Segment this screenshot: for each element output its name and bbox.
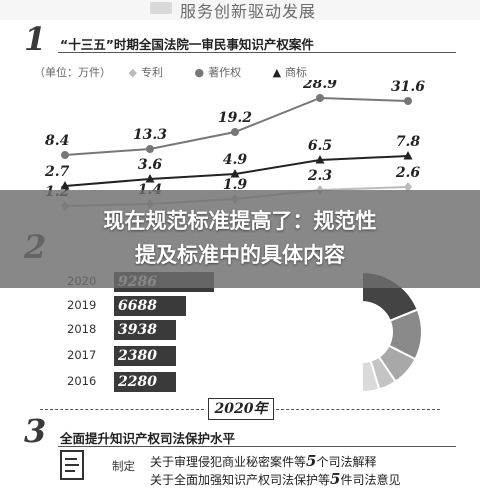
legend-item-copyright: ● 著作权	[194, 66, 255, 79]
law-line-1-pre: 关于审理侵犯商业秘密案件等	[150, 455, 307, 469]
data-label-2-2: 1.9	[223, 177, 248, 193]
overlay-line-1: 现在规范标准提高了：规范性	[103, 209, 377, 233]
bar: 2280	[114, 372, 176, 392]
data-label-1-1: 3.6	[138, 157, 163, 173]
data-point-0-2	[231, 128, 239, 136]
overlay-line-2: 提及标准中的具体内容	[135, 243, 345, 267]
section-1-title: “十三五”时期全国法院一审民事知识产权案件	[60, 37, 314, 52]
data-point-1-2	[230, 169, 240, 178]
legend-label-trademark: 商标	[285, 66, 308, 79]
ring-slice-4	[361, 359, 381, 392]
circle-marker-icon: ●	[194, 66, 205, 79]
law-label: 制定	[112, 459, 135, 473]
legend-item-trademark: ▲ 商标	[273, 66, 321, 79]
dashed-divider-right	[276, 409, 440, 410]
legend-label-copyright: 著作权	[208, 66, 242, 79]
legend-item-patent: ◆ 专利	[129, 66, 177, 79]
document-icon	[60, 450, 84, 480]
section-3-number: 3	[24, 412, 47, 450]
data-label-0-1: 13.3	[133, 127, 167, 143]
bar: 3938	[114, 320, 176, 340]
data-label-1-4: 7.8	[396, 134, 421, 150]
law-line-1: 关于审理侵犯商业秘密案件等5个司法解释	[150, 452, 376, 470]
data-label-0-0: 8.4	[45, 133, 69, 149]
data-point-0-4	[404, 97, 412, 105]
data-label-0-3: 28.9	[302, 80, 337, 92]
data-point-0-0	[61, 151, 69, 159]
dashed-divider-left	[40, 409, 204, 410]
header-title: 服务创新驱动发展	[180, 2, 317, 21]
data-label-0-2: 19.2	[218, 110, 252, 126]
data-point-0-3	[316, 94, 324, 102]
law-line-1-post: 个司法解释	[316, 455, 377, 469]
bar-category-label: 2018	[67, 322, 97, 336]
law-line-2-num: 5	[330, 470, 341, 488]
law-line-1-num: 5	[306, 452, 317, 470]
data-point-1-0	[60, 181, 70, 190]
data-point-0-1	[146, 145, 154, 153]
series-line-0	[64, 96, 409, 156]
law-line-2-post: 件司法意见	[340, 473, 401, 487]
diamond-marker-icon: ◆	[128, 66, 137, 79]
data-label-1-2: 4.9	[223, 152, 248, 168]
section-3-rule	[58, 446, 456, 447]
bar-category-label: 2017	[67, 348, 97, 362]
caption-overlay: 现在规范标准提高了：规范性 提及标准中的具体内容	[0, 190, 480, 288]
ring-chart	[361, 272, 423, 392]
line-chart: 8.413.319.228.931.62.73.64.96.57.81.21.4…	[44, 80, 425, 211]
data-label-1-3: 6.5	[308, 138, 332, 154]
data-point-2-4	[404, 182, 412, 192]
data-point-1-4	[403, 151, 413, 160]
bar-category-label: 2016	[67, 374, 97, 388]
section-1-rule	[58, 52, 456, 53]
law-line-2-pre: 关于全面加强知识产权司法保护等	[150, 473, 331, 487]
legend-label-patent: 专利	[140, 66, 163, 79]
blurred-logo	[150, 2, 172, 14]
data-point-1-3	[315, 155, 325, 164]
legend-unit: （单位：万件）	[34, 66, 111, 79]
data-label-0-4: 31.6	[391, 80, 425, 95]
section-3-title: 全面提升知识产权司法保护水平	[60, 431, 236, 446]
section-1-number: 1	[24, 20, 47, 58]
bar-category-label: 2019	[67, 298, 97, 312]
data-label-2-4: 2.6	[395, 165, 421, 181]
bar: 2380	[114, 346, 176, 366]
bar: 6688	[114, 296, 186, 316]
law-line-2: 关于全面加强知识产权司法保护等5件司法意见	[150, 470, 400, 488]
data-label-2-3: 2.3	[307, 168, 333, 184]
year-banner: 2020年	[208, 398, 274, 420]
triangle-marker-icon: ▲	[272, 66, 282, 79]
top-header: 服务创新驱动发展	[0, 0, 480, 21]
data-point-1-1	[145, 174, 155, 183]
data-label-1-0: 2.7	[44, 164, 70, 180]
chart-legend: （单位：万件） ◆ 专利 ● 著作权 ▲ 商标	[34, 64, 335, 80]
